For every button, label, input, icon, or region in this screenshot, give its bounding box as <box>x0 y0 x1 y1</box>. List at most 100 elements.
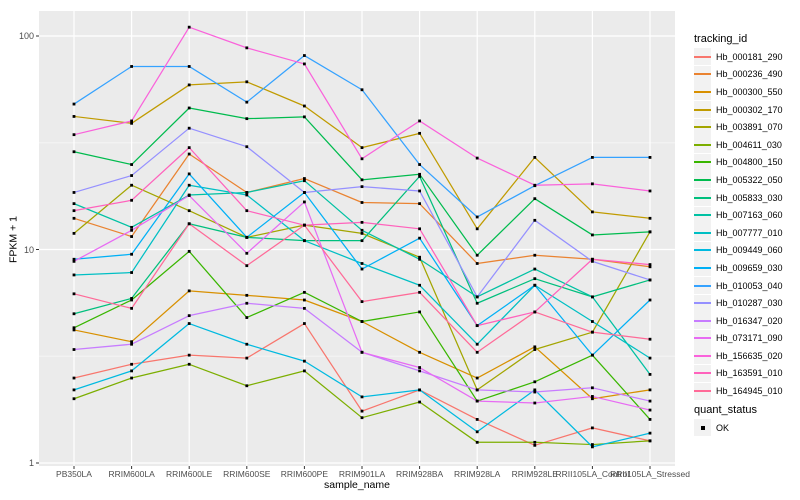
data-point <box>360 146 364 150</box>
data-point <box>72 273 76 277</box>
data-point <box>475 215 479 219</box>
legend-line-icon <box>694 55 711 58</box>
legend-item-Hb_009449_060: Hb_009449_060 <box>694 241 800 260</box>
data-point <box>303 54 306 57</box>
y-tick-label: 1 <box>28 458 34 468</box>
y-axis-title: FPKM + 1 <box>7 216 20 263</box>
data-point <box>130 342 133 346</box>
legend-key-swatch <box>694 277 711 295</box>
data-point <box>418 227 421 231</box>
legend-item-Hb_010287_030: Hb_010287_030 <box>694 294 800 312</box>
data-point <box>533 253 537 257</box>
data-point <box>475 253 479 257</box>
legend-label: Hb_010053_040 <box>716 280 783 291</box>
data-point <box>648 189 652 193</box>
legend-item-Hb_009659_030: Hb_009659_030 <box>694 259 800 277</box>
quant-status-label: OK <box>716 422 730 433</box>
data-point <box>130 163 133 166</box>
data-point <box>533 345 537 349</box>
data-point <box>591 386 594 390</box>
data-point <box>360 228 364 232</box>
data-point <box>303 115 306 119</box>
data-point <box>533 348 537 351</box>
data-point <box>648 216 652 220</box>
x-tick-label: RRIM600PE <box>280 469 329 479</box>
legend-key-swatch <box>694 153 711 171</box>
x-tick-label: RRII105LA_Control <box>555 469 630 479</box>
data-point <box>187 353 191 357</box>
data-point <box>418 400 421 404</box>
data-point <box>130 121 133 125</box>
x-tick-label: RRIM600SE <box>223 469 271 479</box>
data-point <box>360 320 364 323</box>
data-point <box>245 100 249 104</box>
legend-key-swatch <box>694 364 711 382</box>
legend-label: Hb_007777_010 <box>716 227 783 238</box>
data-point <box>648 263 652 266</box>
legend-label: Hb_010287_030 <box>716 298 783 309</box>
data-point <box>418 174 421 178</box>
data-point <box>72 376 76 380</box>
data-point <box>533 390 537 394</box>
data-point <box>245 191 249 194</box>
legend-label: Hb_000302_170 <box>716 104 783 115</box>
data-point <box>418 388 421 392</box>
legend-label: Hb_163591_010 <box>716 368 783 379</box>
legend-label: Hb_073171_090 <box>716 333 783 344</box>
data-point <box>245 80 249 84</box>
data-point <box>130 298 133 302</box>
legend-item-Hb_156635_020: Hb_156635_020 <box>694 347 800 365</box>
data-point <box>187 322 191 325</box>
data-point <box>418 189 421 193</box>
data-point <box>418 172 421 176</box>
legend-item-Hb_000181_290: Hb_000181_290 <box>694 48 800 66</box>
data-point <box>130 65 133 68</box>
data-point <box>187 25 191 29</box>
legend-item-Hb_000302_170: Hb_000302_170 <box>694 101 800 119</box>
data-point <box>418 290 421 294</box>
data-point <box>72 231 76 235</box>
data-point <box>187 83 191 87</box>
legend-line-icon <box>694 372 711 375</box>
data-point <box>72 397 76 401</box>
data-point <box>533 197 537 201</box>
data-point <box>187 209 191 213</box>
data-point <box>303 306 306 310</box>
legend-key-swatch <box>694 294 711 312</box>
data-point <box>648 298 652 302</box>
x-tick-label: PB350LA <box>56 469 92 479</box>
data-point <box>418 283 421 287</box>
data-point <box>72 216 76 220</box>
data-point <box>475 227 479 231</box>
data-point <box>533 388 537 392</box>
data-point <box>245 251 249 255</box>
data-point <box>303 179 306 183</box>
data-point <box>648 373 652 376</box>
data-point <box>591 395 594 398</box>
data-point <box>187 65 191 68</box>
data-point <box>187 362 191 366</box>
data-point <box>187 314 191 318</box>
legend-key-swatch <box>694 241 711 259</box>
legend-label: Hb_000181_290 <box>716 51 783 62</box>
x-tick-label: RRII105LA_Stressed <box>610 469 690 479</box>
data-point <box>475 399 479 403</box>
data-point <box>591 397 594 401</box>
data-point <box>303 191 306 194</box>
data-point <box>475 418 479 421</box>
data-point <box>360 220 364 224</box>
data-point <box>72 202 76 206</box>
data-point <box>303 322 306 325</box>
data-point <box>475 376 479 380</box>
data-point <box>648 431 652 435</box>
legend-key-swatch <box>694 171 711 189</box>
data-point <box>418 131 421 135</box>
data-point <box>72 312 76 316</box>
data-point <box>418 119 421 123</box>
legend-label: Hb_004800_150 <box>716 157 783 168</box>
data-point <box>591 259 594 263</box>
legend-line-icon <box>694 284 711 287</box>
data-point <box>303 104 306 108</box>
legend-key-swatch <box>694 312 711 330</box>
data-point <box>360 350 364 354</box>
